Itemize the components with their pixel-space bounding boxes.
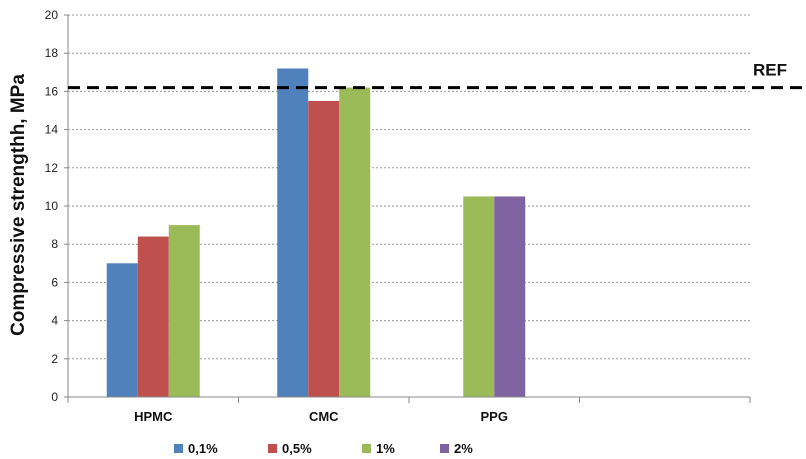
legend-swatch [268, 444, 277, 453]
y-tick-label: 14 [45, 123, 59, 137]
legend-label: 1% [376, 441, 395, 456]
y-tick-label: 6 [51, 275, 58, 289]
y-tick-label: 4 [51, 314, 58, 328]
y-tick-label: 20 [45, 8, 59, 22]
y-tick-labels: 0 2 4 6 8 10 12 14 16 18 20 [45, 8, 59, 404]
legend-label: 0,1% [188, 441, 218, 456]
y-tick-label: 0 [51, 390, 58, 404]
y-axis-label: Compressive strengthh, MPa [8, 74, 29, 336]
legend-swatch [440, 444, 449, 453]
y-tick-label: 8 [51, 237, 58, 251]
bar [494, 196, 526, 397]
bar [168, 225, 200, 397]
legend-swatch [362, 444, 371, 453]
axes [64, 14, 751, 403]
x-category-labels: HPMC CMC PPG [134, 409, 508, 424]
bars [106, 68, 526, 397]
y-tick-label: 12 [45, 161, 59, 175]
bar [137, 236, 169, 397]
legend-label: 2% [454, 441, 473, 456]
bar [277, 68, 309, 397]
y-tick-label: 10 [45, 199, 59, 213]
bar [106, 263, 138, 397]
x-category-label: HPMC [134, 409, 173, 424]
bar [308, 100, 340, 397]
y-tick-label: 18 [45, 46, 59, 60]
x-category-label: PPG [481, 409, 508, 424]
legend-label: 0,5% [282, 441, 312, 456]
reference-line-label: REF [753, 61, 787, 80]
y-tick-label: 16 [45, 84, 59, 98]
legend-swatch [174, 444, 183, 453]
x-category-label: CMC [309, 409, 339, 424]
y-tick-label: 2 [51, 352, 58, 366]
bar [463, 196, 495, 397]
reference-line-group: REF [68, 61, 806, 90]
bar [339, 87, 371, 397]
legend: 0,1% 0,5% 1% 2% [174, 441, 473, 456]
